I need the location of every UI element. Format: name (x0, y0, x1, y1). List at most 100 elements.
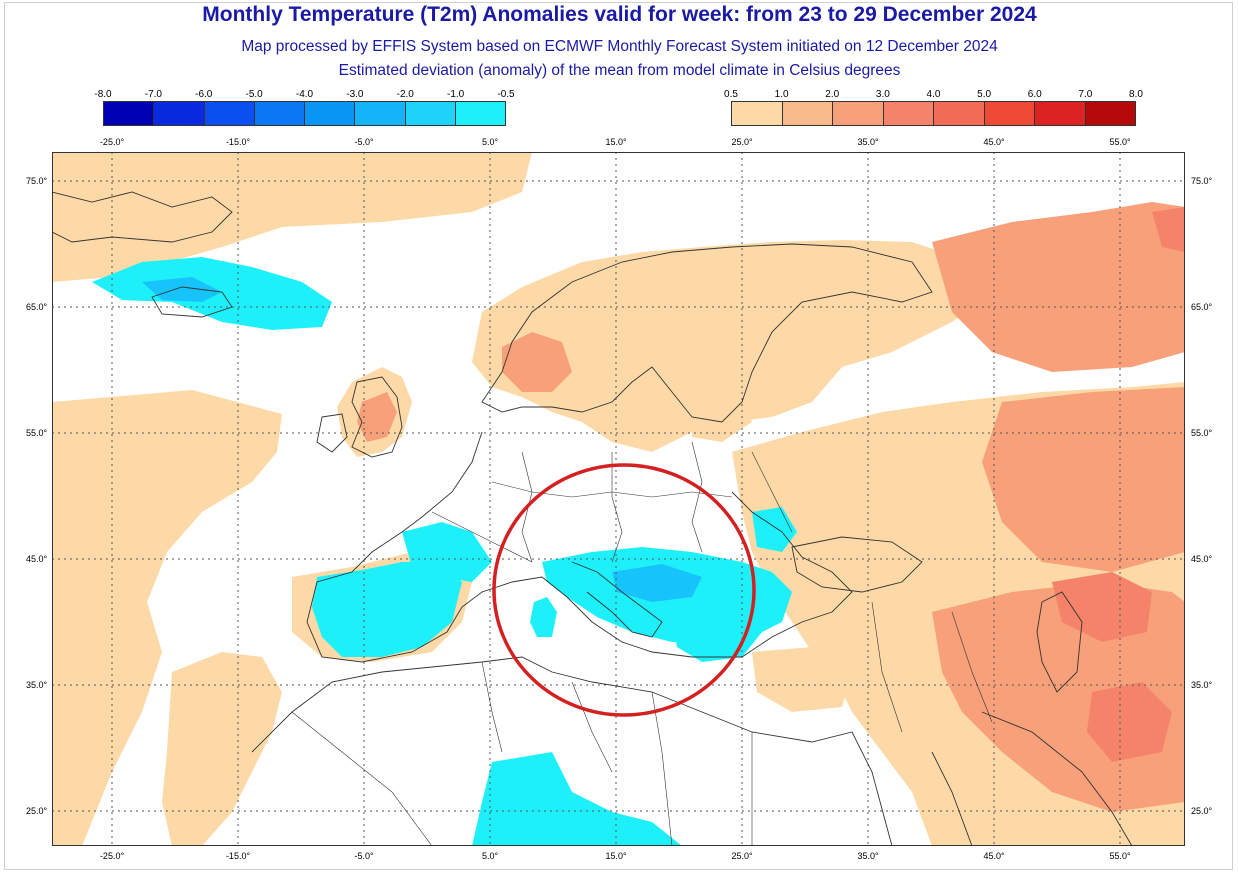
latitude-label: 55.0° (1191, 428, 1213, 438)
warm-uk-core (357, 392, 397, 442)
legend-negative-label: -4.0 (295, 89, 314, 100)
longitude-label: 35.0° (857, 851, 879, 861)
coast-scandinavia (481, 243, 933, 423)
legend-positive-swatch (732, 102, 783, 125)
latitude-label: 55.0° (26, 428, 48, 438)
legend-positive-label: 2.0 (825, 89, 840, 100)
map-subtitle-1: Map processed by EFFIS System based on E… (241, 38, 998, 55)
warm-russia-central (982, 387, 1185, 572)
cold-adriatic-core (612, 564, 702, 602)
legend-positive-swatch (782, 102, 833, 125)
legend-positive-colorbar (731, 101, 1136, 126)
map-title: Monthly Temperature (T2m) Anomalies vali… (202, 3, 1037, 26)
cold-france-south (402, 522, 492, 582)
longitude-label: 25.0° (731, 851, 753, 861)
legend-negative-swatch (204, 102, 255, 125)
warm-east-mediterranean (752, 647, 852, 712)
legend-positive-swatch (833, 102, 884, 125)
coastlines (52, 191, 1133, 846)
coast-caspian (1036, 591, 1083, 693)
coast-uk (351, 376, 403, 458)
latitude-label: 45.0° (1191, 554, 1213, 564)
warm-baltic (692, 397, 752, 442)
coast-greenland (52, 191, 233, 243)
coast-black-sea (791, 536, 923, 593)
latitude-label: 75.0° (1191, 176, 1213, 186)
legend-negative-swatch (405, 102, 456, 125)
longitude-label: -5.0° (354, 137, 374, 147)
warm-iran-core (1087, 682, 1172, 762)
anomaly-map (52, 152, 1185, 846)
latitude-label: 45.0° (26, 554, 48, 564)
legend-negative-label: -6.0 (195, 89, 213, 100)
legend-positive-label: 4.0 (926, 89, 941, 100)
longitude-label: 15.0° (605, 851, 627, 861)
latitude-label: 65.0° (1191, 302, 1213, 312)
legend-negative-colorbar (103, 101, 506, 126)
legend-positive-label: 7.0 (1078, 89, 1093, 100)
coast-italy (571, 561, 663, 638)
legend-positive-swatch (1085, 102, 1135, 125)
legend-positive-label: 5.0 (977, 89, 992, 100)
legend-negative-label: -7.0 (144, 89, 162, 100)
warm-greenland-north (52, 152, 532, 282)
warm-atlantic-west (52, 390, 282, 846)
legend-positive-label: 1.0 (774, 89, 789, 100)
warm-north-cape (1152, 207, 1185, 252)
longitude-label: -15.0° (225, 137, 251, 147)
latitude-label: 25.0° (1191, 806, 1213, 816)
legend-negative-swatch (455, 102, 505, 125)
legend-negative-swatch (254, 102, 305, 125)
longitude-label: 35.0° (857, 137, 879, 147)
country-borders (291, 441, 993, 846)
coast-arabia (981, 711, 1133, 846)
cold-iceland-core (142, 277, 222, 302)
legend-positive-label: 8.0 (1129, 89, 1143, 100)
longitude-label: 15.0° (605, 137, 627, 147)
legend-positive-swatch (934, 102, 985, 125)
cold-sardinia (530, 597, 557, 637)
latitude-label: 35.0° (26, 680, 48, 690)
legend-negative-label: -0.5 (497, 89, 515, 100)
latitude-label: 65.0° (26, 302, 48, 312)
longitude-label: 45.0° (983, 851, 1005, 861)
latitude-label: 35.0° (1191, 680, 1213, 690)
cold-iberia (312, 562, 462, 657)
legend-positive-swatch (984, 102, 1035, 125)
warm-norway (502, 332, 572, 392)
figure-frame (4, 2, 1233, 870)
legend-negative-label: -3.0 (346, 89, 364, 100)
warm-caucasus-core (1052, 572, 1152, 642)
legend-negative-swatch (355, 102, 406, 125)
highlight-circle (492, 463, 756, 717)
map-border (52, 152, 1185, 846)
longitude-label: 45.0° (983, 137, 1005, 147)
latitude-label: 75.0° (26, 176, 48, 186)
legend-negative-label: -5.0 (245, 89, 263, 100)
latitude-label: 25.0° (26, 806, 48, 816)
longitude-label: 55.0° (1109, 851, 1131, 861)
warm-scandinavia (472, 240, 992, 452)
cold-sahara (472, 752, 682, 846)
longitude-label: -5.0° (354, 851, 374, 861)
warm-russia-north (932, 202, 1185, 372)
longitude-label: 5.0° (481, 851, 499, 861)
longitude-label: 25.0° (731, 137, 753, 147)
legend-positive-label: 6.0 (1027, 89, 1042, 100)
warm-north-africa-west (162, 652, 282, 846)
coast-red-sea (931, 751, 973, 846)
legend-negative-swatch (154, 102, 205, 125)
legend-negative-swatch (305, 102, 356, 125)
legend-positive-swatch (883, 102, 934, 125)
coast-north-africa (251, 656, 893, 846)
longitude-label: -15.0° (225, 851, 251, 861)
coast-ireland (316, 413, 348, 453)
legend-positive-swatch (1035, 102, 1086, 125)
legend-negative-label: -2.0 (396, 89, 414, 100)
cold-black-sea-west (752, 507, 797, 552)
longitude-label: -25.0° (99, 851, 125, 861)
coast-europe-west (306, 431, 853, 663)
coast-iceland (151, 286, 233, 318)
legend-positive-label: 0.5 (724, 89, 738, 100)
cold-anomaly-medium (142, 277, 702, 602)
